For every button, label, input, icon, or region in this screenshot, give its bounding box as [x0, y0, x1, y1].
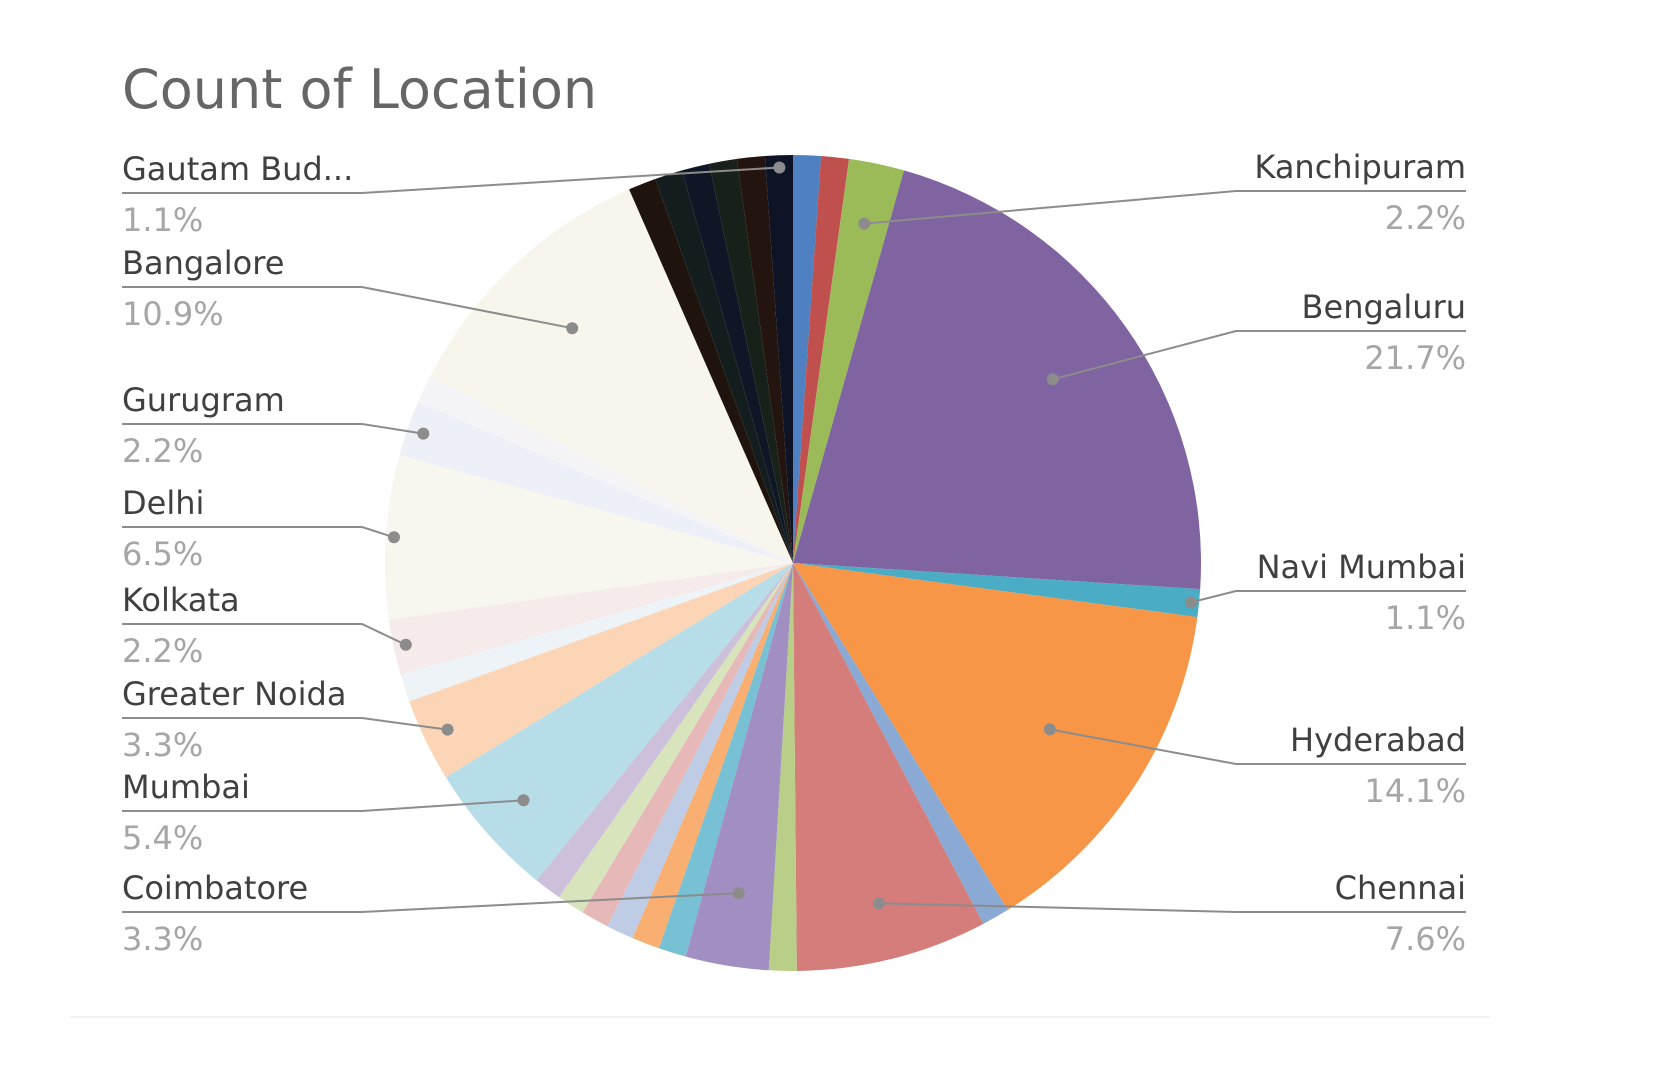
leader-line: [122, 423, 424, 435]
data-label-name: Gautam Bud...: [122, 150, 353, 188]
data-label-name: Coimbatore: [122, 869, 308, 907]
data-label-coimbatore: Coimbatore 3.3%: [122, 869, 745, 958]
leader-dot: [441, 723, 454, 736]
pie-slice-delhi: [385, 455, 793, 620]
data-label-name: Mumbai: [122, 768, 250, 806]
pie-slice-greater-noida: [409, 563, 793, 778]
pie-slice-8: [768, 563, 797, 971]
data-label-name: Bangalore: [122, 244, 284, 282]
leader-dot: [1043, 723, 1056, 736]
leader-line: [122, 717, 448, 731]
leader-line: [864, 190, 1466, 225]
data-label-gurugram: Gurugram 2.2%: [122, 381, 430, 470]
data-label-kanchipuram: Kanchipuram 2.2%: [858, 148, 1466, 237]
pie-slice-gurugram: [399, 402, 793, 563]
data-label-value: 3.3%: [122, 920, 203, 958]
pie-slice-18: [400, 563, 793, 702]
data-label-value: 10.9%: [122, 295, 224, 333]
leader-dot: [1184, 596, 1197, 609]
pie-slice-28: [736, 155, 793, 563]
data-label-bangalore: Bangalore 10.9%: [122, 244, 579, 335]
data-label-kolkata: Kolkata 2.2%: [122, 581, 412, 670]
pie-slice-gautam-bud: [764, 155, 793, 563]
data-label-name: Gurugram: [122, 381, 285, 419]
data-label-hyderabad: Hyderabad 14.1%: [1043, 721, 1466, 810]
pie-slice-24: [629, 178, 793, 564]
leader-dot: [399, 638, 412, 651]
leader-dot: [732, 887, 745, 900]
pie-labels: Kanchipuram 2.2% Bengaluru 21.7% Navi Mumbai…: [122, 148, 1466, 958]
pie-slice-6: [793, 563, 1008, 924]
data-label-value: 14.1%: [1364, 772, 1466, 810]
data-label-name: Kanchipuram: [1254, 148, 1466, 186]
data-label-name: Greater Noida: [122, 675, 346, 713]
leader-dot: [517, 794, 530, 807]
pie-slices: [385, 155, 1202, 971]
data-label-value: 1.1%: [1385, 599, 1466, 637]
data-label-navi-mumbai: Navi Mumbai 1.1%: [1184, 548, 1466, 637]
leader-line: [122, 166, 780, 194]
leader-line: [122, 892, 739, 913]
leader-dot: [566, 322, 579, 335]
leader-line: [122, 526, 395, 539]
data-label-mumbai: Mumbai 5.4%: [122, 768, 530, 857]
pie-slice-22: [418, 376, 793, 563]
pie-slice-chennai: [793, 563, 984, 971]
data-label-name: Kolkata: [122, 581, 240, 619]
pie-slice-kanchipuram: [793, 158, 905, 563]
pie-slice-11: [632, 563, 793, 949]
pie-slice-27: [709, 158, 793, 563]
data-label-name: Chennai: [1335, 869, 1466, 907]
leader-dot: [1046, 373, 1059, 386]
data-label-value: 7.6%: [1385, 920, 1466, 958]
pie-slice-hyderabad: [793, 563, 1198, 910]
data-label-value: 6.5%: [122, 535, 203, 573]
pie-slice-13: [582, 563, 793, 927]
pie-slice-navi-mumbai: [793, 563, 1201, 618]
data-label-value: 2.2%: [122, 432, 203, 470]
data-label-greater-noida: Greater Noida 3.3%: [122, 675, 454, 764]
data-label-value: 21.7%: [1364, 339, 1466, 377]
pie-slice-10: [658, 563, 793, 957]
leader-line: [878, 902, 1466, 913]
data-label-value: 2.2%: [122, 632, 203, 670]
pie-slice-bengaluru: [793, 170, 1202, 590]
leader-line: [122, 799, 524, 812]
data-label-bengaluru: Bengaluru 21.7%: [1046, 288, 1466, 386]
pie-slice-coimbatore: [685, 563, 793, 971]
leader-dot: [872, 897, 885, 910]
chart-title: Count of Location: [122, 58, 597, 121]
leader-line: [1052, 330, 1466, 381]
data-label-name: Hyderabad: [1290, 721, 1466, 759]
leader-line: [122, 623, 407, 646]
data-label-delhi: Delhi 6.5%: [122, 484, 400, 573]
leader-dot: [858, 217, 871, 230]
data-label-gautam-bud: Gautam Bud... 1.1%: [122, 150, 786, 239]
pie-slice-15: [536, 563, 793, 898]
pie-slice-14: [559, 563, 793, 913]
data-label-name: Bengaluru: [1302, 288, 1466, 326]
leader-line: [122, 286, 573, 330]
data-label-value: 3.3%: [122, 726, 203, 764]
leader-dot: [388, 531, 400, 544]
pie-slice-25: [655, 170, 793, 563]
pie-slice-26: [681, 163, 793, 563]
data-label-value: 5.4%: [122, 819, 203, 857]
pie-slice-0: [793, 155, 822, 563]
data-label-value: 1.1%: [122, 201, 203, 239]
leader-dot: [773, 161, 786, 174]
pie-slice-mumbai: [445, 563, 793, 881]
data-label-chennai: Chennai 7.6%: [872, 869, 1466, 958]
pie-slice-kolkata: [388, 563, 793, 675]
leader-line: [1049, 728, 1466, 765]
leader-dot: [417, 427, 430, 440]
data-label-name: Navi Mumbai: [1257, 548, 1466, 586]
leader-line: [1190, 590, 1466, 604]
pie-slice-12: [607, 563, 793, 939]
data-label-name: Delhi: [122, 484, 204, 522]
pie-slice-1: [793, 155, 850, 563]
pie-slice-bangalore: [430, 189, 793, 563]
data-label-value: 2.2%: [1385, 199, 1466, 237]
